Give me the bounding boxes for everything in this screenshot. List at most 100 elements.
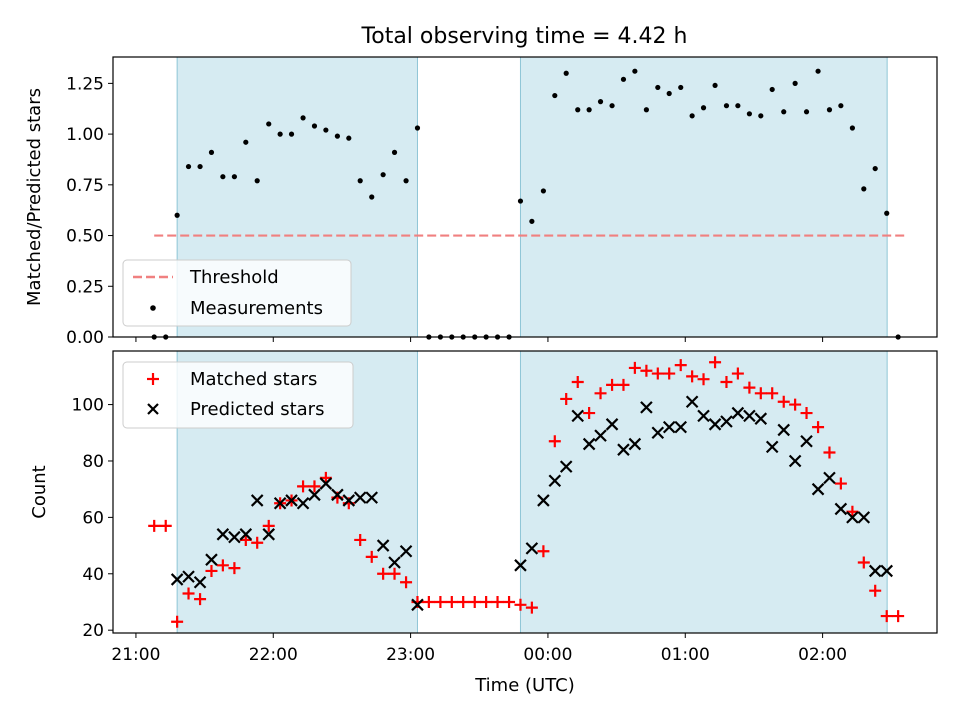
measurement-point — [792, 80, 798, 86]
predicted-star-point — [628, 437, 642, 451]
measurement-point — [689, 113, 695, 119]
measurement-point — [529, 218, 535, 224]
measurement-point — [609, 103, 615, 109]
matched-star-point — [812, 421, 825, 434]
matched-star-point — [766, 387, 779, 400]
top-y-ticks: 0.00 0.25 0.50 0.75 1.00 1.25 — [66, 74, 113, 348]
predicted-star-point — [342, 494, 356, 507]
predicted-star-point — [571, 409, 585, 423]
measurement-point — [277, 131, 283, 137]
bottom-y-tick-label: 100 — [72, 396, 104, 416]
predicted-stars-legend-marker — [147, 403, 159, 415]
matched-star-point — [377, 567, 390, 580]
predicted-star-point — [273, 497, 287, 510]
predicted-star-point — [239, 528, 253, 541]
predicted-star-point — [559, 460, 573, 473]
bottom-legend: Matched stars Predicted stars — [122, 361, 354, 429]
top-axes-frame — [112, 56, 938, 338]
matched-star-point — [468, 595, 481, 608]
matched-star-point — [628, 361, 641, 374]
predicted-star-point — [250, 494, 264, 507]
top-legend-box — [122, 259, 352, 327]
top-y-tick-label: 0.00 — [66, 328, 104, 348]
matched-star-point — [640, 364, 653, 377]
x-tick-label: 23:00 — [386, 645, 435, 665]
measurement-point — [849, 125, 856, 131]
bottom-y-tick-label: 40 — [82, 565, 104, 585]
top-y-tick-label: 0.25 — [66, 277, 104, 297]
bottom-y-tick-label: 20 — [82, 621, 104, 641]
measurement-point — [357, 178, 363, 184]
measurement-point — [403, 178, 409, 184]
matched-star-point — [674, 359, 687, 372]
predicted-star-point — [388, 556, 401, 569]
measurement-point — [334, 133, 341, 139]
matched-star-point — [182, 587, 195, 600]
measurement-point — [643, 107, 650, 113]
predicted-star-point — [216, 528, 230, 541]
predicted-star-point — [823, 471, 836, 485]
predicted-star-point — [605, 418, 619, 431]
measurement-point — [380, 172, 386, 178]
predicted-star-point — [857, 511, 871, 524]
measurement-point — [231, 174, 238, 180]
predicted-star-point — [365, 491, 379, 504]
predicted-star-point — [617, 443, 630, 456]
measurement-point — [712, 82, 718, 89]
matched-star-point — [560, 392, 573, 405]
predicted-star-point — [331, 488, 344, 502]
matched-star-point — [434, 595, 447, 608]
top-shaded-interval-1 — [519, 56, 888, 338]
top-y-tick-label: 0.50 — [66, 227, 104, 247]
matched-star-point — [892, 610, 905, 623]
bottom-shaded-interval-1 — [519, 350, 888, 634]
measurement-point — [414, 125, 421, 131]
bottom-x-ticks: 21:00 22:00 23:00 00:00 01:00 02:00 — [111, 633, 847, 665]
top-y-axis-label: Matched/Predicted stars — [24, 88, 45, 306]
predicted-star-point — [640, 401, 653, 414]
measurement-point — [723, 103, 730, 109]
matched-star-point — [571, 376, 584, 389]
top-y-tick-label: 1.25 — [66, 74, 104, 94]
predicted-star-point — [754, 412, 768, 425]
predicted-star-point — [868, 564, 882, 578]
matched-star-point — [480, 595, 493, 608]
matched-star-point — [594, 387, 607, 400]
predicted-star-point — [674, 420, 688, 434]
predicted-stars-points — [170, 395, 894, 612]
measurement-point — [655, 84, 661, 91]
matched-star-point — [239, 533, 252, 546]
bottom-legend-box — [122, 361, 354, 429]
measurement-point — [735, 103, 741, 109]
predicted-star-point — [720, 415, 733, 428]
matched-star-point — [354, 533, 367, 546]
top-legend: Threshold Measurements — [122, 259, 352, 327]
bottom-y-axis-label: Count — [29, 465, 50, 518]
matched-star-point — [251, 536, 264, 549]
matched-star-point — [537, 545, 550, 558]
predicted-star-point — [880, 564, 894, 578]
matched-star-point — [709, 356, 722, 369]
bottom-y-ticks: 20 40 60 80 100 — [72, 396, 113, 641]
predicted-star-point — [800, 434, 813, 448]
matched-star-point — [697, 373, 710, 386]
matched-star-point — [754, 387, 767, 400]
chart-title: Total observing time = 4.42 h — [361, 24, 688, 49]
predicted-star-point — [182, 570, 195, 583]
measurement-point — [678, 84, 684, 91]
matched-star-point — [857, 556, 870, 569]
matched-star-point — [800, 407, 813, 420]
measurement-point — [884, 210, 890, 216]
measurement-point — [575, 107, 581, 113]
matched-star-point — [262, 519, 275, 532]
matched-star-point — [445, 595, 458, 608]
measurement-point — [803, 109, 810, 115]
matched-star-point — [194, 593, 207, 606]
matched-star-point — [823, 446, 836, 459]
matched-star-point — [400, 576, 413, 589]
matched-star-point — [651, 367, 664, 380]
matched-star-point — [205, 564, 218, 577]
measurement-point — [391, 149, 398, 155]
predicted-star-point — [514, 559, 527, 572]
bottom-y-tick-label: 60 — [82, 508, 104, 528]
